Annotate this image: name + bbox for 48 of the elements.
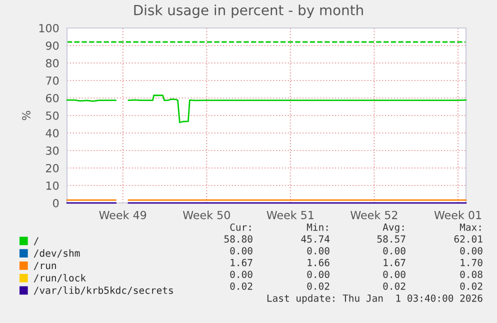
text: Last update: Thu Jan 1 03:40:00 2026: [267, 294, 482, 304]
text: 62.01: [454, 235, 482, 243]
text: Cur:: [230, 223, 251, 231]
legend-label: /run: [34, 262, 56, 270]
legend-label: /dev/shm: [34, 249, 80, 258]
text: 58.80: [224, 235, 252, 243]
text: 0.02: [230, 282, 252, 290]
text: 1.67: [230, 258, 252, 266]
chart-title: Disk usage in percent - by month: [134, 4, 363, 18]
text: 58.57: [377, 235, 406, 243]
text: 1.70: [460, 258, 482, 266]
y-tick-label: 70: [46, 76, 59, 85]
text: 0.00: [460, 247, 482, 254]
text: 0.02: [383, 282, 406, 290]
text: 45.74: [301, 235, 330, 243]
text: 0.00: [383, 270, 406, 278]
legend-label: /var/lib/krb5kdc/secrets: [34, 286, 173, 295]
text: 0.00: [230, 270, 252, 278]
x-tick-label: Week 52: [350, 210, 398, 220]
text: 0.02: [307, 282, 330, 290]
text: 0.08: [460, 270, 482, 278]
y-tick-label: 50: [46, 111, 59, 120]
y-tick-label: 80: [46, 58, 59, 68]
y-tick-label: 20: [46, 164, 59, 172]
text: Min:: [306, 223, 328, 231]
x-tick-label: Week 01: [434, 210, 482, 220]
x-tick-label: Week 51: [266, 210, 314, 220]
text: Avg:: [382, 224, 404, 233]
text: 0.00: [307, 247, 330, 254]
y-tick-label: 60: [46, 94, 59, 102]
y-tick-label: 10: [46, 181, 59, 190]
text: 0.00: [383, 247, 406, 254]
x-tick-label: Week 49: [99, 210, 146, 220]
x-tick-label: Week 50: [182, 210, 230, 220]
text: Max:: [460, 224, 481, 231]
y-tick-label: 100: [39, 24, 59, 32]
text: 1.66: [308, 258, 330, 266]
text: 0.00: [230, 247, 252, 254]
y-tick-label: 90: [46, 41, 59, 50]
text: 0.00: [307, 270, 330, 278]
legend-label: /: [34, 237, 39, 246]
y-tick-label: 30: [46, 146, 59, 155]
y-tick-label: 40: [46, 128, 59, 138]
y-axis-title: %: [22, 110, 30, 120]
text: 1.67: [384, 258, 406, 266]
legend-label: /run/lock: [34, 274, 86, 282]
text: 0.02: [460, 282, 482, 290]
y-tick-label: 0: [53, 198, 59, 208]
